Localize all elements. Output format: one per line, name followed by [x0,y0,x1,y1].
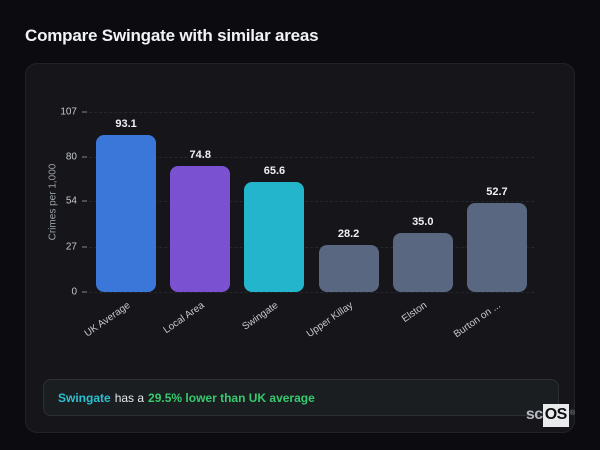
bar-burton-on[interactable] [466,203,527,292]
y-tick-mark [82,246,87,248]
y-tick-label: 0 [71,286,77,298]
gridline [89,292,534,293]
logo-prefix: sc [525,406,543,423]
bar-value-label: 35.0 [412,216,434,229]
y-tick-label: 80 [65,151,77,163]
bar-slot: 65.6 Swingate [237,112,311,333]
y-axis-tick: 107 [31,107,87,118]
bar-swingate[interactable] [244,181,305,292]
x-axis-label: Elston [400,300,430,325]
y-tick-mark [82,111,87,113]
y-tick-label: 27 [65,241,77,253]
bar-value-label: 65.6 [263,164,286,177]
bar-value-label: 28.2 [337,227,360,240]
x-axis-label: Burton on ... [452,300,504,341]
bar-slots: 93.1 UK Average 74.8 Local Area 65.6 Swingate… [83,112,534,340]
gridline [89,246,534,248]
y-tick-mark [82,156,87,158]
bar-slot: 35.0 Elston [386,112,460,325]
x-axis-label: UK Average [82,300,133,340]
y-tick-mark [82,200,87,202]
gridline [89,157,534,159]
insight-highlight-text: 29.5% lower than UK average [148,390,315,405]
y-axis-tick: 27 [31,241,87,252]
x-axis-label: Upper Killay [304,300,355,340]
scos-logo: sc OS ® [526,404,575,427]
y-tick-mark [82,291,87,293]
insight-middle-text: has a [114,390,145,405]
y-axis-tick: 54 [31,196,87,207]
y-axis-tick: 0 [31,287,87,298]
bar-slot: 52.7 Burton on ... [452,112,534,340]
insight-area-name: Swingate [58,390,111,405]
bar-value-label: 74.8 [189,149,211,162]
y-axis-tick: 80 [31,152,87,163]
gridline [89,201,534,203]
registered-mark-icon: ® [569,410,575,417]
bar-value-label: 52.7 [486,186,508,199]
x-axis-label: Local Area [161,300,207,337]
x-axis-label: Swingate [240,300,281,333]
bar-slot: 28.2 Upper Killay [304,112,386,340]
logo-os-box: OS [542,404,569,427]
y-tick-label: 54 [65,195,77,207]
bar-uk-average[interactable] [96,135,157,292]
plot-area: 0 27 54 80 107 93.1 UK Average 74.8 Local Area 65… [60,107,534,340]
gridline [89,112,534,113]
y-tick-label: 107 [60,106,77,118]
page-title: Compare Swingate with similar areas [25,26,319,45]
bar-local-area[interactable] [170,166,231,292]
bar-elston[interactable] [392,233,453,292]
bar-slot: 74.8 Local Area [162,112,237,336]
chart-card: Crimes per 1,000 0 27 54 80 107 93.1 UK Averag… [25,63,575,433]
bar-upper-killay[interactable] [318,244,379,292]
bar-slot: 93.1 UK Average [83,112,163,340]
bar-value-label: 93.1 [115,118,137,131]
insight-banner: Swingate has a 29.5% lower than UK avera… [43,379,559,416]
